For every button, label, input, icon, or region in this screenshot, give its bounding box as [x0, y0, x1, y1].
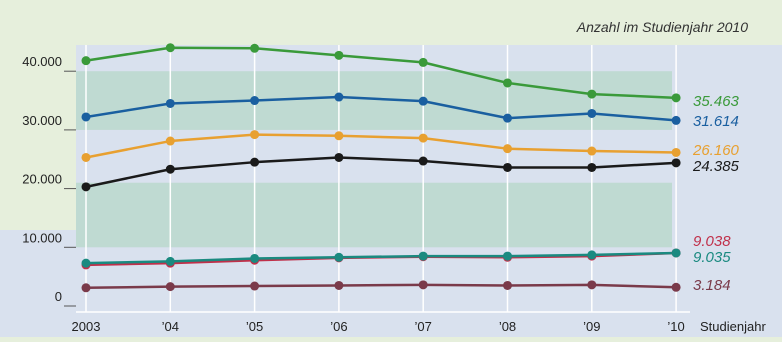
- series-end-label-3: 24.385: [692, 158, 740, 175]
- series-line-2: [85, 133, 677, 159]
- shaded-band-1: [76, 71, 672, 130]
- series-end-label-2: 26.160: [692, 142, 740, 159]
- x-tick-label-0: 2003: [72, 319, 101, 334]
- data-point-1-0: [81, 112, 91, 122]
- data-point-6-3: [334, 280, 344, 290]
- data-point-5-5: [503, 251, 512, 261]
- data-point-0-5: [503, 78, 512, 88]
- data-point-0-7: [671, 93, 681, 103]
- data-point-1-3: [334, 92, 344, 102]
- data-point-1-1: [165, 98, 175, 108]
- series-line-6: [85, 283, 677, 290]
- data-point-5-7: [671, 248, 681, 258]
- data-point-2-7: [671, 147, 681, 157]
- series-line-5: [85, 251, 677, 265]
- data-point-0-4: [418, 57, 428, 67]
- x-tick-label-5: ’08: [499, 319, 516, 334]
- y-tick-label-1: 10.000: [22, 230, 62, 245]
- shaded-band-0: [76, 182, 672, 248]
- data-point-6-7: [671, 282, 681, 292]
- data-point-3-5: [503, 162, 512, 172]
- series-end-label-5: 9.035: [693, 249, 731, 266]
- data-point-0-2: [250, 43, 260, 53]
- data-point-0-3: [334, 50, 344, 60]
- y-tick-label-4: 40.000: [22, 54, 62, 69]
- series-line-3: [85, 156, 677, 189]
- x-tick-label-6: ’09: [583, 319, 600, 334]
- data-point-3-6: [587, 162, 597, 172]
- data-point-6-0: [81, 283, 91, 293]
- data-point-1-6: [587, 108, 597, 118]
- data-point-3-4: [418, 156, 428, 166]
- data-point-0-1: [165, 43, 175, 53]
- x-tick-label-7: ’10: [667, 319, 684, 334]
- data-point-6-6: [587, 280, 597, 290]
- data-point-6-4: [418, 280, 428, 290]
- x-tick-label-4: ’07: [415, 319, 432, 334]
- series-line-0: [85, 46, 677, 100]
- y-tick-label-3: 30.000: [22, 113, 62, 128]
- data-point-5-6: [587, 250, 597, 260]
- x-tick-label-3: ’06: [330, 319, 347, 334]
- data-point-2-0: [81, 152, 91, 162]
- data-point-2-3: [334, 131, 344, 141]
- x-tick-label-1: ’04: [162, 319, 179, 334]
- data-point-3-7: [671, 158, 681, 168]
- data-point-3-3: [334, 152, 344, 162]
- data-point-6-1: [165, 282, 175, 292]
- x-axis-label: Studienjahr: [700, 319, 766, 334]
- data-point-1-2: [250, 96, 260, 106]
- data-point-2-5: [503, 144, 512, 154]
- data-point-2-2: [250, 130, 260, 140]
- data-point-5-2: [250, 253, 260, 263]
- x-tick-label-2: ’05: [246, 319, 263, 334]
- series-end-label-6: 3.184: [693, 277, 731, 294]
- data-point-1-7: [671, 115, 681, 125]
- data-point-3-2: [250, 157, 260, 167]
- data-point-6-2: [250, 281, 260, 291]
- data-point-3-1: [165, 164, 175, 174]
- data-point-0-0: [81, 56, 91, 66]
- data-point-5-0: [81, 258, 91, 268]
- data-point-3-0: [81, 182, 91, 192]
- series-end-label-4: 9.038: [693, 233, 731, 250]
- series-line-1: [85, 95, 677, 122]
- data-point-1-4: [418, 96, 428, 106]
- data-point-2-4: [418, 133, 428, 143]
- chart-subtitle: Anzahl im Studienjahr 2010: [576, 19, 748, 35]
- left-lower-panel: [0, 230, 76, 337]
- data-point-6-5: [503, 280, 512, 290]
- data-point-1-5: [503, 113, 512, 123]
- series-end-label-0: 35.463: [693, 93, 740, 110]
- series-end-label-1: 31.614: [693, 113, 739, 130]
- data-point-5-1: [165, 256, 175, 266]
- data-point-2-6: [587, 146, 597, 156]
- y-tick-label-0: 0: [55, 289, 62, 304]
- y-tick-label-2: 20.000: [22, 172, 62, 187]
- data-point-0-6: [587, 89, 597, 99]
- data-point-5-4: [418, 251, 428, 261]
- data-point-5-3: [334, 252, 344, 262]
- data-point-2-1: [165, 136, 175, 146]
